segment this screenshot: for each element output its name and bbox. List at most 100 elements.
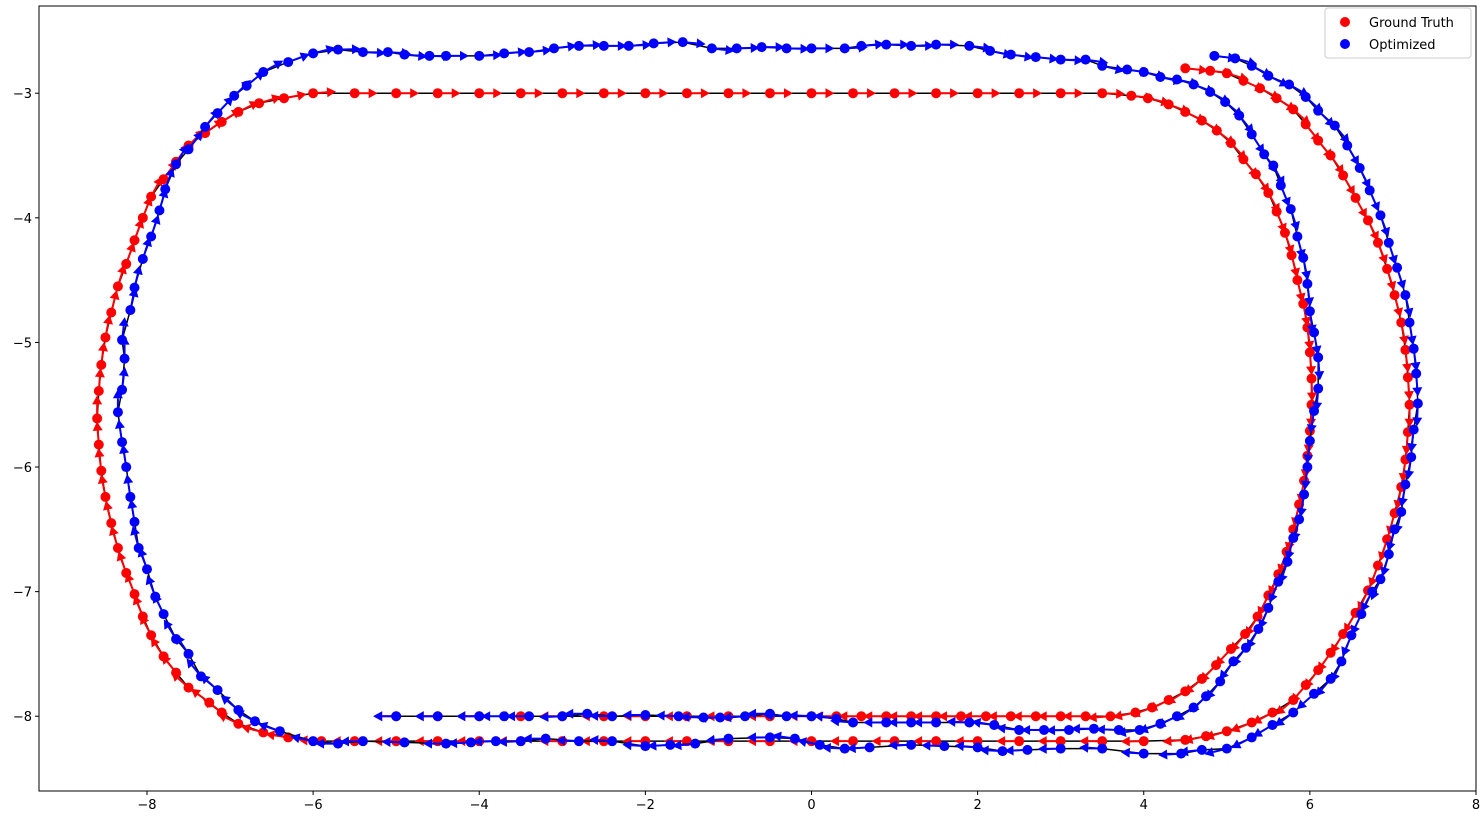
- ground-truth-pose-point: [1055, 736, 1066, 747]
- ground-truth-heading-arrow: [1012, 711, 1022, 722]
- optimized-heading-arrow: [775, 42, 785, 53]
- ground-truth-pose-point: [1225, 643, 1236, 654]
- ground-truth-pose-point: [1105, 711, 1116, 722]
- optimized-pose-point: [308, 736, 319, 747]
- ground-truth-pose-point: [1267, 707, 1278, 718]
- optimized-pose-point: [150, 591, 161, 602]
- optimized-heading-arrow: [1290, 220, 1300, 231]
- optimized-heading-arrow: [672, 740, 682, 751]
- optimized-pose-point: [1408, 424, 1419, 435]
- optimized-pose-point: [1411, 368, 1422, 379]
- ground-truth-pose-point: [1205, 65, 1216, 76]
- ground-truth-heading-arrow: [1304, 340, 1315, 351]
- optimized-heading-arrow: [351, 44, 362, 55]
- optimized-heading-arrow: [472, 736, 482, 747]
- optimized-heading-arrow: [788, 710, 798, 721]
- optimized-pose-point: [249, 716, 260, 727]
- optimized-pose-point: [121, 462, 132, 473]
- ground-truth-heading-arrow: [241, 723, 252, 734]
- ground-truth-pose-point: [1126, 90, 1137, 101]
- optimized-pose-point: [308, 48, 319, 59]
- optimized-pose-point: [382, 47, 393, 58]
- optimized-heading-arrow: [1385, 541, 1396, 552]
- optimized-heading-arrow: [913, 717, 923, 728]
- optimized-heading-arrow: [1361, 601, 1370, 612]
- optimized-pose-point: [814, 739, 825, 750]
- ground-truth-pose-point: [1250, 169, 1261, 180]
- optimized-heading-arrow: [145, 575, 156, 586]
- optimized-pose-point: [640, 709, 651, 720]
- ground-truth-pose-point: [1080, 711, 1091, 722]
- ground-truth-heading-arrow: [1378, 253, 1388, 265]
- ground-truth-pose-point: [640, 88, 651, 99]
- optimized-pose-point: [1356, 609, 1367, 620]
- optimized-heading-arrow: [1312, 402, 1323, 412]
- ground-truth-pose-point: [1382, 263, 1393, 274]
- ground-truth-pose-point: [216, 116, 227, 127]
- ground-truth-pose-point: [1325, 150, 1336, 161]
- optimized-pose-point: [129, 516, 140, 527]
- ground-truth-pose-point: [92, 413, 103, 424]
- optimized-pose-point: [764, 708, 775, 719]
- ground-truth-heading-arrow: [368, 88, 378, 99]
- ground-truth-pose-point: [233, 106, 244, 117]
- ground-truth-heading-arrow: [190, 688, 202, 699]
- optimized-heading-arrow: [555, 735, 566, 746]
- optimized-heading-arrow: [1296, 507, 1307, 518]
- optimized-pose-point: [357, 47, 368, 58]
- ground-truth-pose-point: [1142, 93, 1153, 104]
- legend-marker-ground-truth: [1340, 17, 1350, 27]
- optimized-heading-arrow: [325, 45, 336, 55]
- ground-truth-pose-point: [931, 736, 942, 747]
- optimized-pose-point: [1309, 688, 1320, 699]
- optimized-pose-point: [129, 282, 140, 293]
- optimized-pose-point: [931, 717, 942, 728]
- optimized-pose-point: [424, 50, 435, 61]
- ground-truth-pose-point: [216, 707, 227, 718]
- optimized-pose-point: [1014, 724, 1025, 735]
- optimized-heading-arrow: [127, 499, 138, 509]
- optimized-pose-point: [1383, 549, 1394, 560]
- optimized-heading-arrow: [900, 39, 910, 50]
- optimized-pose-point: [158, 609, 169, 620]
- ground-truth-heading-arrow: [1399, 335, 1409, 346]
- optimized-heading-arrow: [1004, 745, 1014, 756]
- ground-truth-heading-arrow: [493, 88, 503, 99]
- optimized-heading-arrow: [119, 444, 130, 454]
- optimized-heading-arrow: [258, 721, 269, 732]
- optimized-pose-point: [789, 733, 800, 744]
- ground-truth-heading-arrow: [1162, 736, 1172, 747]
- optimized-pose-point: [1404, 317, 1415, 328]
- optimized-pose-point: [557, 711, 568, 722]
- ground-truth-heading-arrow: [659, 88, 669, 99]
- ground-truth-pose-point: [100, 332, 111, 343]
- optimized-pose-point: [1383, 237, 1394, 248]
- optimized-pose-point: [740, 711, 751, 722]
- optimized-pose-point: [540, 733, 551, 744]
- optimized-pose-point: [1309, 405, 1320, 416]
- optimized-pose-point: [1406, 452, 1417, 463]
- optimized-pose-point: [1273, 576, 1284, 587]
- ground-truth-pose-point: [1325, 647, 1336, 658]
- optimized-pose-point: [806, 711, 817, 722]
- optimized-pose-point: [1055, 54, 1066, 65]
- optimized-pose-point: [212, 108, 223, 119]
- optimized-pose-point: [985, 45, 996, 56]
- optimized-pose-point: [119, 353, 130, 364]
- optimized-heading-arrow: [888, 717, 898, 728]
- optimized-heading-arrow: [1296, 699, 1307, 710]
- ground-truth-pose-point: [1400, 344, 1411, 355]
- optimized-pose-point: [1389, 524, 1400, 535]
- optimized-pose-point: [856, 40, 867, 51]
- optimized-heading-arrow: [506, 711, 516, 722]
- optimized-pose-point: [1400, 479, 1411, 490]
- ground-truth-pose-point: [1338, 629, 1349, 639]
- optimized-pose-point: [1375, 210, 1386, 221]
- ground-truth-pose-point: [1211, 125, 1222, 136]
- optimized-heading-arrow: [1074, 55, 1084, 66]
- optimized-pose-point: [1088, 723, 1099, 734]
- optimized-pose-point: [399, 49, 410, 60]
- optimized-heading-arrow: [1204, 747, 1215, 757]
- ground-truth-pose-point: [137, 611, 148, 622]
- optimized-pose-point: [1285, 204, 1296, 215]
